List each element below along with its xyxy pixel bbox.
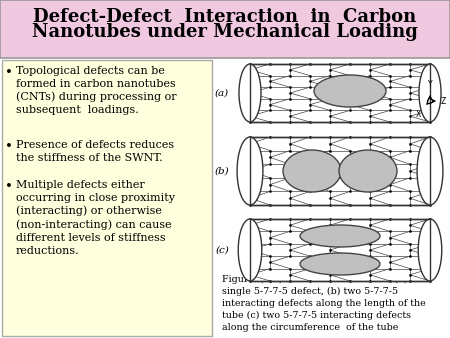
Ellipse shape: [418, 219, 442, 281]
Ellipse shape: [300, 253, 380, 275]
Text: Presence of defects reduces
the stiffness of the SWNT.: Presence of defects reduces the stiffnes…: [16, 140, 174, 163]
Text: Figure  (9,0) carbon nanotube with (a) a
single 5-7-7-5 defect, (b) two 5-7-7-5
: Figure (9,0) carbon nanotube with (a) a …: [222, 275, 426, 332]
Text: Multiple defects either
occurring in close proximity
(interacting) or otherwise
: Multiple defects either occurring in clo…: [16, 180, 175, 256]
Text: Nanotubes under Mechanical Loading: Nanotubes under Mechanical Loading: [32, 23, 418, 41]
Ellipse shape: [419, 64, 441, 122]
FancyBboxPatch shape: [0, 0, 450, 58]
Ellipse shape: [238, 219, 262, 281]
Ellipse shape: [237, 137, 263, 205]
Ellipse shape: [300, 225, 380, 247]
Text: •: •: [5, 140, 13, 153]
Bar: [250, 219, 430, 281]
Bar: [250, 137, 430, 205]
Bar: [250, 64, 430, 122]
Text: Y: Y: [428, 80, 432, 89]
Text: •: •: [5, 66, 13, 79]
Bar: [250, 219, 430, 281]
Text: (c): (c): [215, 245, 229, 255]
Text: •: •: [5, 180, 13, 193]
Ellipse shape: [314, 75, 386, 107]
FancyBboxPatch shape: [2, 60, 212, 336]
Text: Defect-Defect  Interaction  in  Carbon: Defect-Defect Interaction in Carbon: [33, 8, 417, 26]
Ellipse shape: [283, 150, 341, 192]
Bar: [250, 64, 430, 122]
Ellipse shape: [239, 64, 261, 122]
Text: X: X: [416, 110, 421, 119]
Text: (a): (a): [215, 89, 229, 97]
Ellipse shape: [417, 137, 443, 205]
Text: Z: Z: [441, 97, 446, 105]
Text: Topological defects can be
formed in carbon nanotubes
(CNTs) during processing o: Topological defects can be formed in car…: [16, 66, 176, 115]
Bar: [250, 137, 430, 205]
Ellipse shape: [339, 150, 397, 192]
Text: (b): (b): [215, 167, 230, 175]
